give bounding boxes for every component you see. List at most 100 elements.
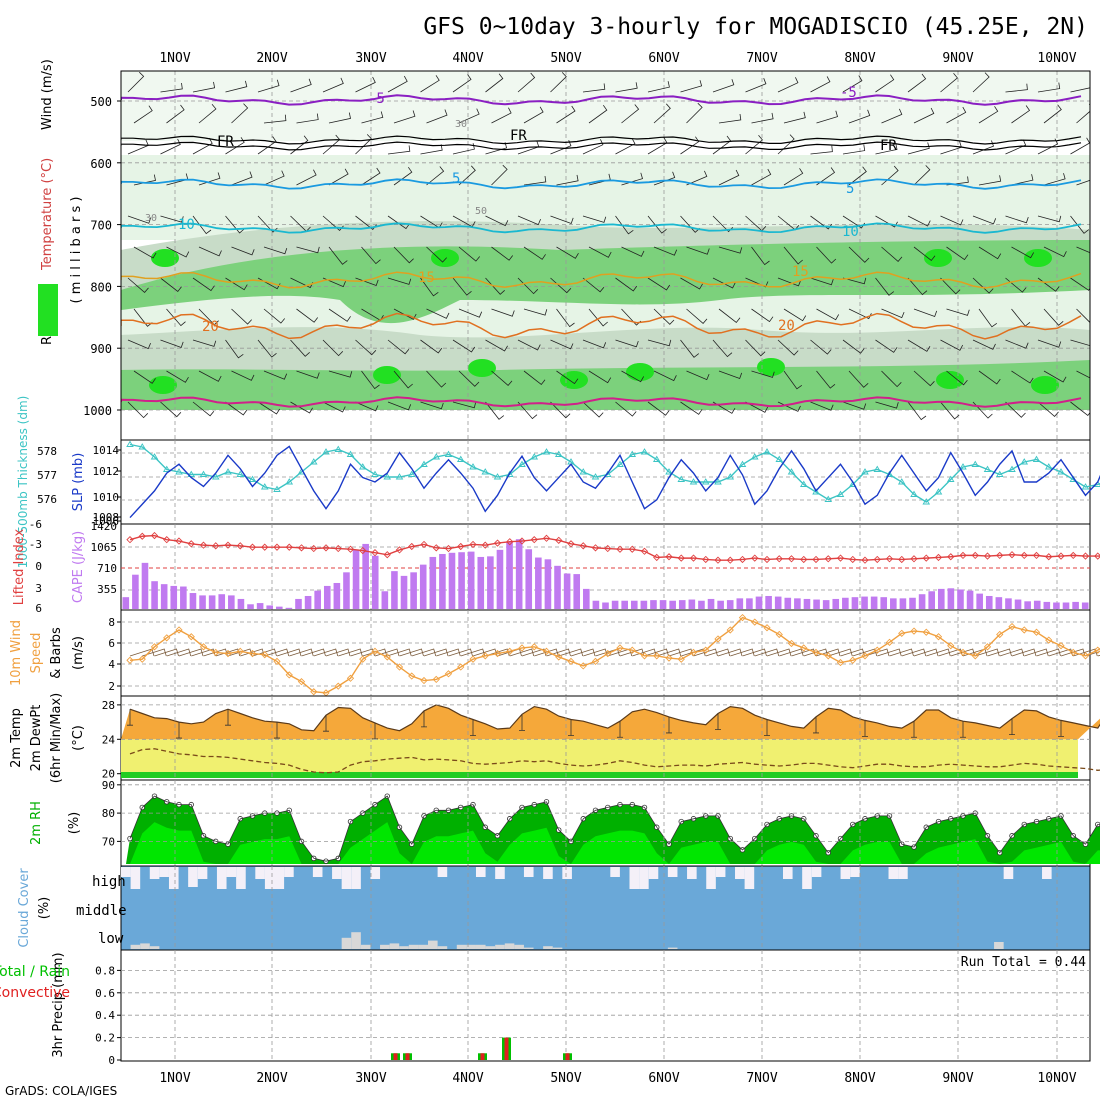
thickness-point bbox=[248, 475, 257, 482]
lifted-index-point bbox=[567, 540, 575, 548]
cape-bar bbox=[765, 595, 772, 609]
wind-speed-point bbox=[285, 671, 293, 679]
thickness-point bbox=[714, 478, 722, 485]
contour-5 bbox=[121, 178, 1082, 190]
bottom-day-label: 3NOV bbox=[355, 1071, 386, 1086]
contour-label: 20 bbox=[202, 319, 219, 335]
contour-label: 10 bbox=[842, 224, 859, 240]
tick-label: 70 bbox=[102, 835, 115, 848]
wind-barb bbox=[907, 73, 927, 93]
wind-speed-point bbox=[591, 657, 600, 666]
cape-bar bbox=[640, 600, 648, 609]
lifted-index-point bbox=[787, 555, 796, 563]
wind-barb bbox=[231, 308, 252, 325]
thickness-point bbox=[579, 468, 588, 475]
wind-barb bbox=[523, 308, 548, 316]
wind-barb bbox=[387, 339, 410, 355]
wind-barb bbox=[848, 246, 870, 263]
bottom-day-label: 5NOV bbox=[550, 1071, 581, 1086]
wind-barb bbox=[127, 277, 149, 293]
wind-barb bbox=[751, 308, 774, 323]
wind-speed-point bbox=[469, 655, 477, 663]
wind-barb bbox=[810, 145, 833, 155]
contour-15 bbox=[121, 271, 1082, 289]
lifted-index-point bbox=[714, 556, 722, 564]
wind-barb bbox=[361, 246, 381, 265]
lifted-index-point bbox=[751, 554, 759, 562]
top-day-label: 8NOV bbox=[844, 51, 875, 66]
precip-convective-bar bbox=[393, 1053, 398, 1060]
cloud-low-bar bbox=[408, 944, 419, 949]
lifted-index-label: Lifted Index bbox=[12, 528, 27, 605]
lifted-index-point bbox=[898, 555, 906, 564]
cape-bar bbox=[496, 549, 504, 609]
wind-barb bbox=[160, 82, 183, 93]
wind-speed-point bbox=[457, 663, 465, 671]
tick-label: 1010 bbox=[93, 491, 120, 504]
thickness-point bbox=[542, 448, 551, 455]
cape-bar bbox=[535, 557, 542, 609]
contour-label: -5 bbox=[840, 85, 857, 101]
wind-barb bbox=[160, 215, 184, 223]
wind-barb bbox=[621, 104, 640, 124]
wind-barb-10m bbox=[558, 648, 584, 657]
contour-minus5 bbox=[121, 94, 1082, 106]
cape-tick-label: 710 bbox=[97, 562, 117, 575]
contour-label: -5 bbox=[368, 91, 385, 107]
wind-barb bbox=[1070, 277, 1090, 291]
cloud-low-bar bbox=[552, 947, 563, 949]
cloud-low-bar bbox=[341, 937, 352, 949]
cloud-level-low: low bbox=[98, 931, 124, 947]
grads-credit: GrADS: COLA/IGES bbox=[5, 1084, 117, 1098]
wind-barb bbox=[1037, 339, 1062, 348]
wind-speed-point bbox=[1081, 652, 1090, 660]
wind-barb bbox=[231, 171, 253, 186]
thickness-tick-label: 576 bbox=[37, 493, 57, 506]
lifted-index-point bbox=[432, 544, 440, 552]
cape-bar bbox=[947, 588, 955, 609]
wind-barb bbox=[946, 106, 967, 124]
wind-barb bbox=[582, 277, 605, 293]
wind-barb bbox=[783, 168, 804, 186]
cape-bar bbox=[937, 588, 945, 609]
wind-speed-point bbox=[861, 652, 869, 660]
cloud-low-bar bbox=[149, 946, 160, 949]
cape-bar bbox=[1033, 600, 1041, 609]
wind-label-2: Speed bbox=[29, 633, 44, 674]
rh-area-low bbox=[126, 822, 1100, 864]
wind-barb bbox=[257, 339, 277, 358]
cape-bar bbox=[851, 597, 859, 609]
wind-barb-10m bbox=[693, 648, 718, 657]
rh-2m-panel: 90 80 70 2m RH (%) bbox=[29, 779, 1100, 867]
wind-barb bbox=[523, 246, 546, 260]
wind-barb-10m bbox=[717, 648, 743, 657]
cloud-high-gap bbox=[168, 867, 179, 889]
thickness-point bbox=[983, 465, 992, 472]
wind-barb-10m bbox=[509, 648, 535, 657]
cloud-low-bar bbox=[437, 946, 448, 949]
lifted-index-point bbox=[812, 555, 820, 564]
wind-speed-point bbox=[959, 648, 967, 657]
cape-bar bbox=[832, 598, 840, 609]
cape-bar bbox=[746, 598, 753, 609]
wind-barb bbox=[263, 246, 288, 255]
lifted-index-point bbox=[310, 544, 318, 553]
top-day-label: 9NOV bbox=[942, 51, 973, 66]
thickness-point bbox=[640, 448, 649, 455]
wind-10m-panel: 8 6 4 2 10m Wind Speed & Barbs (m/s) bbox=[9, 609, 1100, 697]
lifted-index bbox=[129, 534, 1100, 561]
tick-label: 28 bbox=[102, 699, 115, 712]
lifted-index-point bbox=[187, 540, 195, 548]
cape-bar bbox=[323, 585, 331, 609]
thickness-point bbox=[481, 468, 490, 475]
tick-label: 0.4 bbox=[95, 1009, 115, 1022]
wind-barb-10m bbox=[975, 648, 1000, 657]
cape-bar bbox=[717, 600, 724, 609]
thickness bbox=[129, 443, 1100, 503]
thickness-point bbox=[371, 470, 379, 477]
wind-barb bbox=[718, 308, 741, 324]
rh-blob bbox=[924, 249, 952, 267]
wind-barb bbox=[907, 277, 928, 296]
wind-barb bbox=[1043, 246, 1067, 258]
cape-tick-label: 1065 bbox=[91, 541, 118, 554]
